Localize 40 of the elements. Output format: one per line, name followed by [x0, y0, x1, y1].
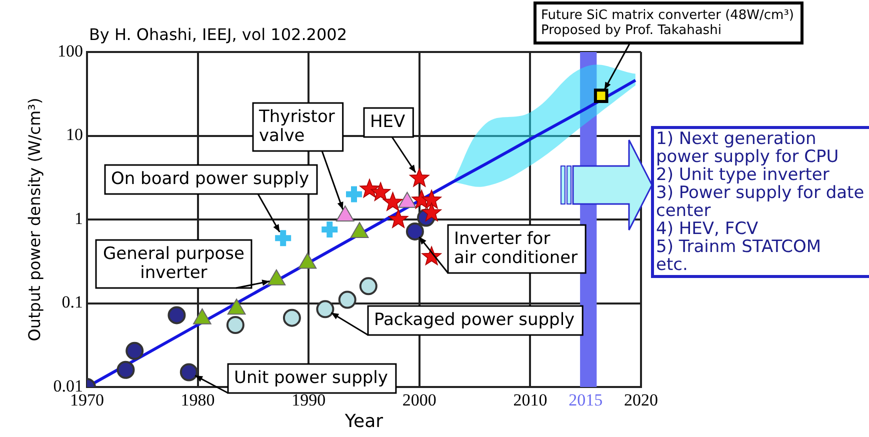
point — [422, 202, 442, 222]
x-tick-label: 1990 — [292, 390, 326, 410]
annotation: Inverter for air conditioner — [454, 228, 578, 268]
annotation: General purpose inverter — [102, 244, 244, 283]
y-tick-label: 100 — [57, 41, 83, 60]
annotation: HEV — [370, 112, 406, 132]
point — [359, 277, 378, 296]
x-tick-label: 2020 — [624, 390, 658, 410]
point — [126, 342, 144, 360]
point — [594, 88, 608, 103]
point — [282, 308, 301, 327]
point — [338, 290, 356, 309]
point — [422, 190, 442, 209]
point — [409, 168, 430, 187]
annotation: Thyristor valve — [258, 106, 335, 146]
y-tick-label: 0.1 — [62, 292, 83, 312]
x-axis-title: Year — [344, 410, 384, 432]
point — [370, 182, 391, 202]
point — [382, 192, 403, 211]
chart-title: By H. Ohashi, IEEJ, vol 102.2002 — [88, 25, 347, 44]
point — [116, 360, 135, 379]
point — [226, 316, 244, 334]
x-tick-label: 1980 — [180, 390, 215, 410]
annotation: Unit power supply — [234, 368, 388, 388]
annotation: Packaged power supply — [374, 310, 575, 330]
point — [316, 300, 334, 318]
x-tick-label: 2000 — [402, 390, 436, 410]
point — [388, 209, 408, 228]
y-tick-label: 10 — [66, 125, 83, 144]
x-tick-label: 2010 — [513, 390, 548, 410]
annotation: On board power supply — [111, 168, 309, 189]
x-tick-label: 2015 — [568, 390, 603, 410]
point — [360, 178, 380, 198]
point — [180, 363, 198, 382]
y-tick-label: 1 — [74, 208, 83, 228]
point — [406, 222, 424, 240]
point — [168, 306, 186, 324]
y-axis-title: Output power density (W/cm³) — [24, 98, 44, 342]
annotation: Future SiC matrix converter (48W/cm³) Proposed by Prof. Takahashi — [541, 8, 794, 38]
text: 1) Next generation power supply for CPU 2) Unit type inverter 3) Power supply for date center 4) HEV, FCV 5) Trainm STATCOM etc. — [651, 126, 869, 278]
